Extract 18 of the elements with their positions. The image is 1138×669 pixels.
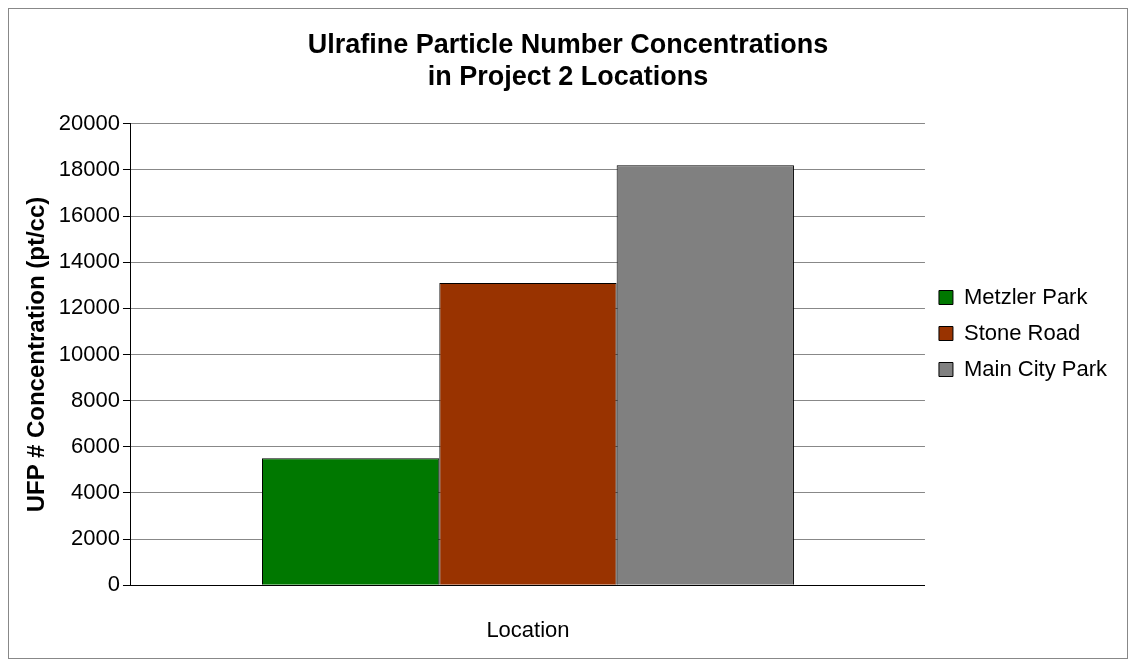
y-tick-label: 12000 [58,294,120,320]
y-tick-label: 0 [107,571,120,597]
text: Ulrafine Particle Number Concentrations [307,28,829,59]
y-tick-label: 20000 [58,109,120,135]
x-axis-title: Location [486,616,570,642]
legend-label: Stone Road [963,319,1081,345]
legend-label: Main City Park [963,355,1108,381]
y-tick-label: 6000 [71,432,120,458]
y-tick-label: 8000 [71,386,120,412]
y-tick-label: 4000 [71,478,120,504]
y-tick-label: 2000 [71,525,120,551]
y-tick-label: 10000 [58,340,120,366]
y-tick-label: 16000 [58,202,120,228]
text: in Project 2 Locations [427,61,709,92]
legend-label: Metzler Park [963,283,1089,309]
y-tick-label: 18000 [58,156,120,181]
y-tick-label: 14000 [58,248,120,274]
y-axis-title: UFP # Concentration (pt/cc) [22,196,50,513]
